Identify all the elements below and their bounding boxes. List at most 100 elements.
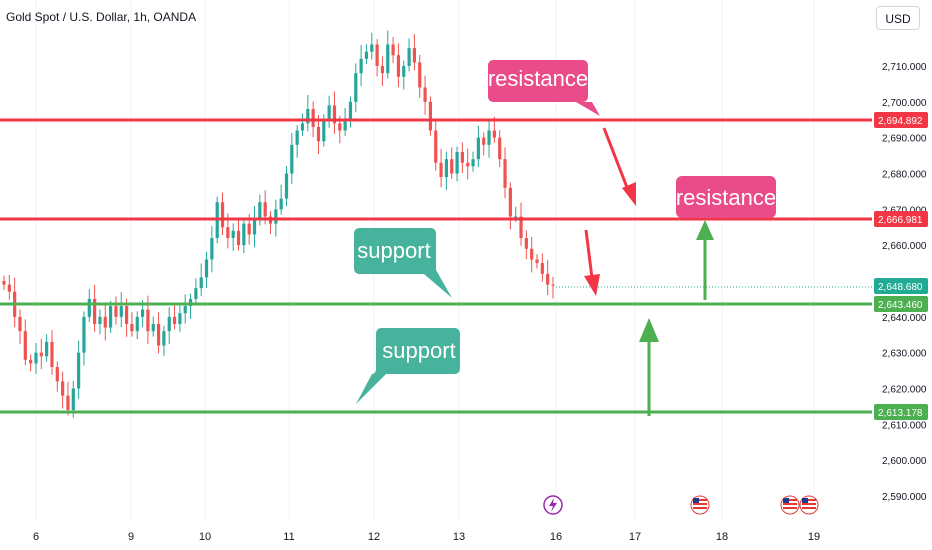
candle-body xyxy=(29,359,33,364)
candle-body xyxy=(156,324,161,346)
time-tick: 9 xyxy=(128,531,134,543)
up-arrow-2[interactable] xyxy=(639,318,659,416)
candle-body xyxy=(98,316,102,324)
support-callout-2-label: support xyxy=(382,338,455,363)
us-flag-event-icon[interactable] xyxy=(799,495,819,515)
candle-body xyxy=(471,159,475,167)
price-tick: 2,660.000 xyxy=(882,241,927,252)
candle-body xyxy=(82,316,86,353)
symbol-title[interactable]: Gold Spot / U.S. Dollar, 1h, OANDA xyxy=(6,10,197,24)
price-axis[interactable] xyxy=(872,0,932,522)
candle-body xyxy=(354,73,358,102)
candle-body xyxy=(124,306,129,324)
candle-body xyxy=(322,119,326,142)
candle-body xyxy=(434,130,438,163)
candle-body xyxy=(546,273,550,285)
candle-body xyxy=(327,105,331,120)
candle-body xyxy=(226,227,230,238)
candle-body xyxy=(482,137,486,145)
resistance-lower-badge: 2,666.981 xyxy=(874,211,928,227)
currency-button[interactable]: USD xyxy=(876,6,920,30)
current-price-badge: 2,648.680 xyxy=(874,278,928,294)
time-tick: 6 xyxy=(33,531,39,543)
candle-body xyxy=(23,331,27,360)
candle-body xyxy=(279,198,283,210)
resistance-callout-2-label: resistance xyxy=(676,185,776,210)
price-tick: 2,680.000 xyxy=(882,170,927,181)
candle-body xyxy=(55,367,59,382)
support-lower-badge: 2,613.178 xyxy=(874,404,928,420)
time-tick: 19 xyxy=(808,531,820,543)
candle-body xyxy=(343,119,347,131)
candle-body xyxy=(524,238,528,249)
candle-body xyxy=(402,66,406,77)
down-arrow-1[interactable] xyxy=(602,127,636,206)
candle-body xyxy=(503,159,507,188)
candle-body xyxy=(199,277,203,289)
candle-body xyxy=(466,162,470,167)
price-tick: 2,640.000 xyxy=(882,313,927,324)
candle-body xyxy=(535,259,539,264)
time-axis[interactable]: 6 9 10 11 12 13 16 17 18 19 xyxy=(33,531,820,543)
candle-body xyxy=(50,341,54,367)
candle-body xyxy=(428,101,433,131)
candle-body xyxy=(204,259,209,278)
resistance-callout-1-label: resistance xyxy=(488,66,588,91)
candle-body xyxy=(258,202,262,221)
candle-body xyxy=(359,58,363,74)
support-callout-2[interactable]: support xyxy=(356,328,460,404)
candle-body xyxy=(210,238,214,260)
candle-body xyxy=(423,87,427,102)
candle-body xyxy=(140,309,145,317)
price-tick: 2,700.000 xyxy=(882,98,927,109)
resistance-callout-2[interactable]: resistance xyxy=(676,176,776,218)
price-tick: 2,630.000 xyxy=(882,349,927,360)
price-tick: 2,610.000 xyxy=(882,420,927,431)
us-flag-event-icon[interactable] xyxy=(690,495,710,515)
resistance-callout-1[interactable]: resistance xyxy=(488,60,600,116)
resistance-upper-badge: 2,694.892 xyxy=(874,112,928,128)
candle-body xyxy=(7,284,11,292)
candle-body xyxy=(263,202,267,217)
candle-body xyxy=(194,288,198,299)
candle-body xyxy=(391,44,395,56)
candle-body xyxy=(492,130,496,138)
support-callout-1[interactable]: support xyxy=(354,228,452,298)
time-tick: 13 xyxy=(453,531,465,543)
lightning-event-icon[interactable] xyxy=(543,495,563,515)
candle-body xyxy=(418,62,422,88)
price-tick: 2,670.000 xyxy=(882,205,927,216)
candle-body xyxy=(300,123,305,131)
price-tick: 2,710.000 xyxy=(882,62,927,73)
candle-body xyxy=(77,352,81,389)
candle-body xyxy=(242,223,246,246)
candle-body xyxy=(39,352,43,357)
resistance-lower-value: 2,666.981 xyxy=(878,215,923,226)
resistance-upper-value: 2,694.892 xyxy=(878,116,923,127)
candle-body xyxy=(236,230,241,246)
candle-body xyxy=(151,324,155,332)
time-tick: 11 xyxy=(283,531,294,543)
time-tick: 12 xyxy=(368,531,380,543)
candle-body xyxy=(130,324,134,332)
up-arrow-1[interactable] xyxy=(696,220,714,300)
down-arrow-2[interactable] xyxy=(584,229,600,296)
candle-body xyxy=(396,55,401,77)
candle-body xyxy=(135,316,139,332)
candle-body xyxy=(34,352,38,364)
candle-body xyxy=(476,137,480,160)
candle-body xyxy=(93,298,97,324)
candle-body xyxy=(71,388,75,410)
us-flag-event-icon[interactable] xyxy=(780,495,800,515)
candle-body xyxy=(519,216,523,238)
candle-body xyxy=(455,152,459,174)
candle-body xyxy=(444,159,448,178)
candle-body xyxy=(540,263,544,274)
candle-body xyxy=(45,341,49,357)
price-tick: 2,590.000 xyxy=(882,492,927,503)
candle-body xyxy=(274,209,278,224)
candle-body xyxy=(87,298,91,317)
candle-body xyxy=(167,316,171,332)
candle-body xyxy=(487,130,491,145)
